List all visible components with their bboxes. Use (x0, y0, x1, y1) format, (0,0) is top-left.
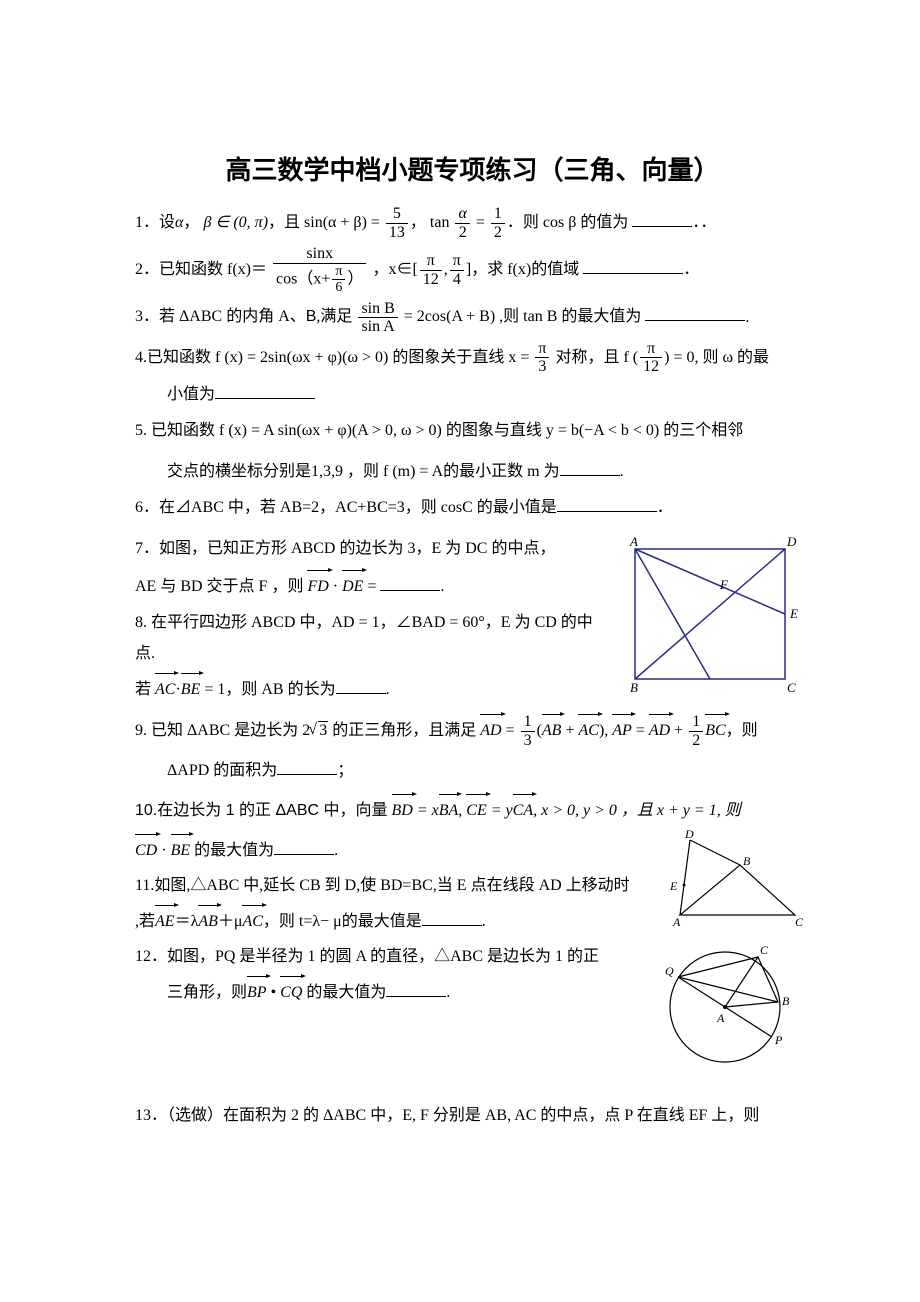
q10-q11-row: CD · BE 的最大值为. 11.如图,△ABC 中,延长 CB 到 D,使 … (135, 830, 810, 941)
q8-blank (336, 677, 386, 694)
q7-q8-row: 7．如图，已知正方形 ABCD 的边长为 3，E 为 DC 的中点， AE 与 … (135, 534, 810, 710)
question-9: 9. 已知 ΔABC 是边长为 23 的正三角形，且满足 AD = 13(AB … (135, 713, 810, 749)
svg-text:B: B (743, 854, 751, 868)
page-title: 高三数学中档小题专项练习（三角、向量） (135, 150, 810, 187)
question-9-line2: ΔAPD 的面积为； (135, 756, 810, 786)
question-8: 8. 在平行四边形 ABCD 中，AD = 1，∠BAD = 60°，E 为 C… (135, 608, 600, 669)
triangle-diagram: A B C D E (640, 830, 805, 930)
square-diagram: A D B C E F (610, 534, 800, 694)
vec-FD: FD (307, 570, 328, 602)
figure-q12-circle: A B C P Q (645, 942, 810, 1077)
svg-text:D: D (786, 534, 797, 549)
svg-text:A: A (716, 1011, 725, 1025)
vec-DE: DE (342, 570, 363, 602)
document-page: 高三数学中档小题专项练习（三角、向量） 1．设α， β ∈ (0, π)，且 s… (0, 0, 920, 1195)
q9-text: 9. 已知 ΔABC 是边长为 23 的正三角形，且满足 AD = 13(AB … (135, 722, 758, 739)
question-11: 11.如图,△ABC 中,延长 CB 到 D,使 BD=BC,当 E 点在线段 … (135, 871, 635, 901)
circle-diagram: A B C P Q (650, 942, 805, 1072)
svg-text:C: C (787, 680, 796, 694)
q4-blank (215, 382, 315, 399)
svg-text:B: B (630, 680, 638, 694)
q12-blank (386, 980, 446, 997)
svg-text:A: A (672, 915, 681, 929)
question-12-line2: 三角形，则BP • CQ 的最大值为. (135, 976, 645, 1008)
q5-blank (560, 459, 620, 476)
question-5: 5. 已知函数 f (x) = A sin(ωx + φ)(A > 0, ω >… (135, 416, 810, 446)
question-3: 3．若 ΔABC 的内角 A、B,满足 sin Bsin A = 2cos(A … (135, 300, 810, 336)
question-8-line2: 若 AC·BE = 1，则 AB 的长为. (135, 673, 600, 705)
vec-AC: AC (155, 673, 175, 705)
svg-text:E: E (669, 879, 678, 893)
svg-text:C: C (760, 943, 769, 957)
svg-text:E: E (789, 606, 798, 621)
question-13: 13．（选做）在面积为 2 的 ΔABC 中，E, F 分别是 AB, AC 的… (135, 1101, 810, 1131)
figure-q7-square: A D B C E F (600, 534, 810, 699)
figure-q11-triangle: A B C D E (635, 830, 810, 935)
question-12: 12．如图，PQ 是半径为 1 的圆 A 的直径，△ABC 是边长为 1 的正 (135, 942, 645, 972)
q9-blank (277, 758, 337, 775)
svg-text:A: A (629, 534, 638, 549)
svg-text:D: D (684, 830, 694, 841)
question-7: 7．如图，已知正方形 ABCD 的边长为 3，E 为 DC 的中点， (135, 534, 600, 564)
q3-text: 3．若 ΔABC 的内角 A、B,满足 sin Bsin A = 2cos(A … (135, 308, 645, 325)
svg-text:B: B (782, 994, 790, 1008)
question-2: 2．已知函数 f(x)＝ sinx cos（x+π6） ，x∈[π12,π4]，… (135, 245, 810, 295)
q4-text: 4.已知函数 f (x) = 2sin(ωx + φ)(ω > 0) 的图象关于… (135, 349, 769, 366)
question-10: 10.在边长为 1 的正 ΔABC 中，向量 BD = xBA, CE = yC… (135, 794, 810, 826)
q2-blank (583, 257, 683, 274)
q12-row: 12．如图，PQ 是半径为 1 的圆 A 的直径，△ABC 是边长为 1 的正 … (135, 942, 810, 1077)
svg-text:C: C (795, 915, 804, 929)
question-5-line2: 交点的横坐标分别是1,3,9 ，则 f (m) = A的最小正数 m 为. (135, 457, 810, 487)
q1-blank (632, 210, 692, 227)
q2-text: 2．已知函数 f(x)＝ sinx cos（x+π6） ，x∈[π12,π4]，… (135, 261, 583, 278)
question-7-line2: AE 与 BD 交于点 F ，则 FD · DE = . (135, 570, 600, 602)
q10-text: 10.在边长为 1 的正 ΔABC 中，向量 BD = xBA, CE = yC… (135, 802, 741, 819)
question-4-line2: 小值为 (135, 380, 810, 410)
q3-blank (645, 304, 745, 321)
question-6: 6．在⊿ABC 中，若 AB=2，AC+BC=3，则 cosC 的最小值是． (135, 493, 810, 523)
q1-text: 1．设α， β ∈ (0, π)，且 sin(α + β) = 513， tan… (135, 214, 632, 231)
question-10-line2: CD · BE 的最大值为. (135, 834, 635, 866)
question-11-line2: ,若AE＝λAB＋μAC，则 t=λ− μ的最大值是. (135, 905, 635, 937)
svg-text:F: F (719, 577, 729, 592)
svg-text:P: P (774, 1033, 783, 1047)
svg-text:Q: Q (665, 964, 674, 978)
vec-BE: BE (181, 673, 201, 705)
question-4: 4.已知函数 f (x) = 2sin(ωx + φ)(ω > 0) 的图象关于… (135, 340, 810, 376)
q6-blank (557, 495, 657, 512)
q7-blank (380, 574, 440, 591)
q10-blank (274, 838, 334, 855)
question-1: 1．设α， β ∈ (0, π)，且 sin(α + β) = 513， tan… (135, 205, 810, 241)
q11-blank (422, 909, 482, 926)
